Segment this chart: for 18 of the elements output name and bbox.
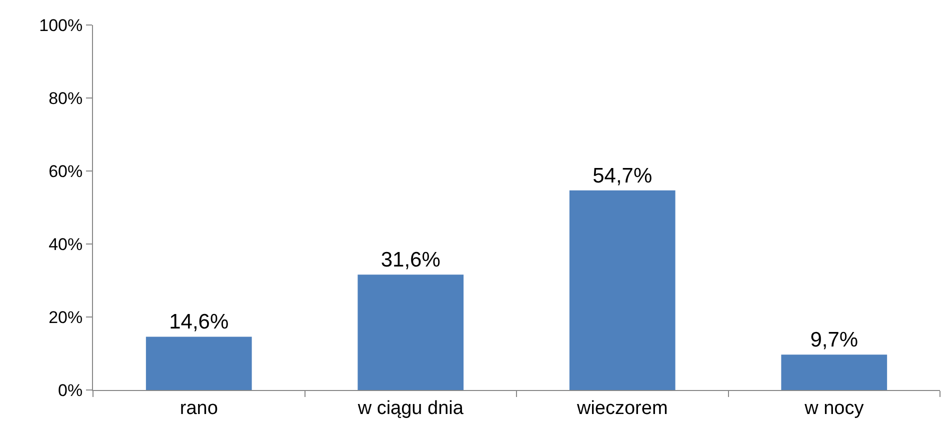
x-tick-label: w ciągu dnia [356, 398, 464, 419]
y-tick-label: 0% [58, 380, 83, 400]
bar [146, 336, 252, 390]
bar [358, 274, 464, 390]
data-label: 31,6% [380, 248, 440, 272]
data-label: 9,7% [810, 328, 858, 352]
y-tick-label: 60% [48, 162, 83, 181]
bar [781, 354, 888, 390]
bar [569, 190, 676, 390]
y-tick-label: 100% [39, 16, 83, 35]
x-tick-label: w nocy [804, 398, 864, 419]
data-label: 14,6% [169, 310, 229, 334]
y-tick-label: 80% [48, 88, 83, 108]
y-tick-label: 20% [48, 308, 83, 327]
y-tick-label: 40% [48, 234, 83, 254]
x-tick-label: rano [180, 398, 218, 419]
data-label: 54,7% [592, 164, 652, 188]
x-tick-label: wieczorem [576, 398, 668, 419]
